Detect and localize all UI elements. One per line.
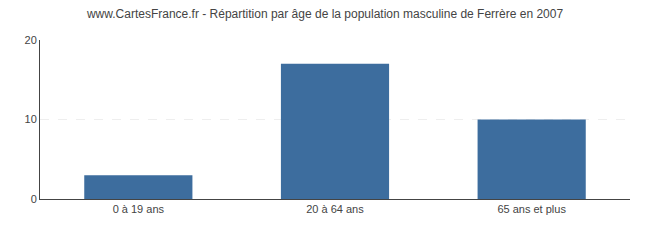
svg-text:www.CartesFrance.fr - Répartit: www.CartesFrance.fr - Répartition par âg… <box>86 7 564 21</box>
svg-text:20: 20 <box>25 34 37 46</box>
svg-text:0 à 19 ans: 0 à 19 ans <box>113 203 165 215</box>
svg-text:10: 10 <box>25 113 37 125</box>
svg-text:20 à 64 ans: 20 à 64 ans <box>306 203 364 215</box>
svg-text:65 ans et plus: 65 ans et plus <box>497 203 566 215</box>
svg-text:0: 0 <box>31 193 37 205</box>
